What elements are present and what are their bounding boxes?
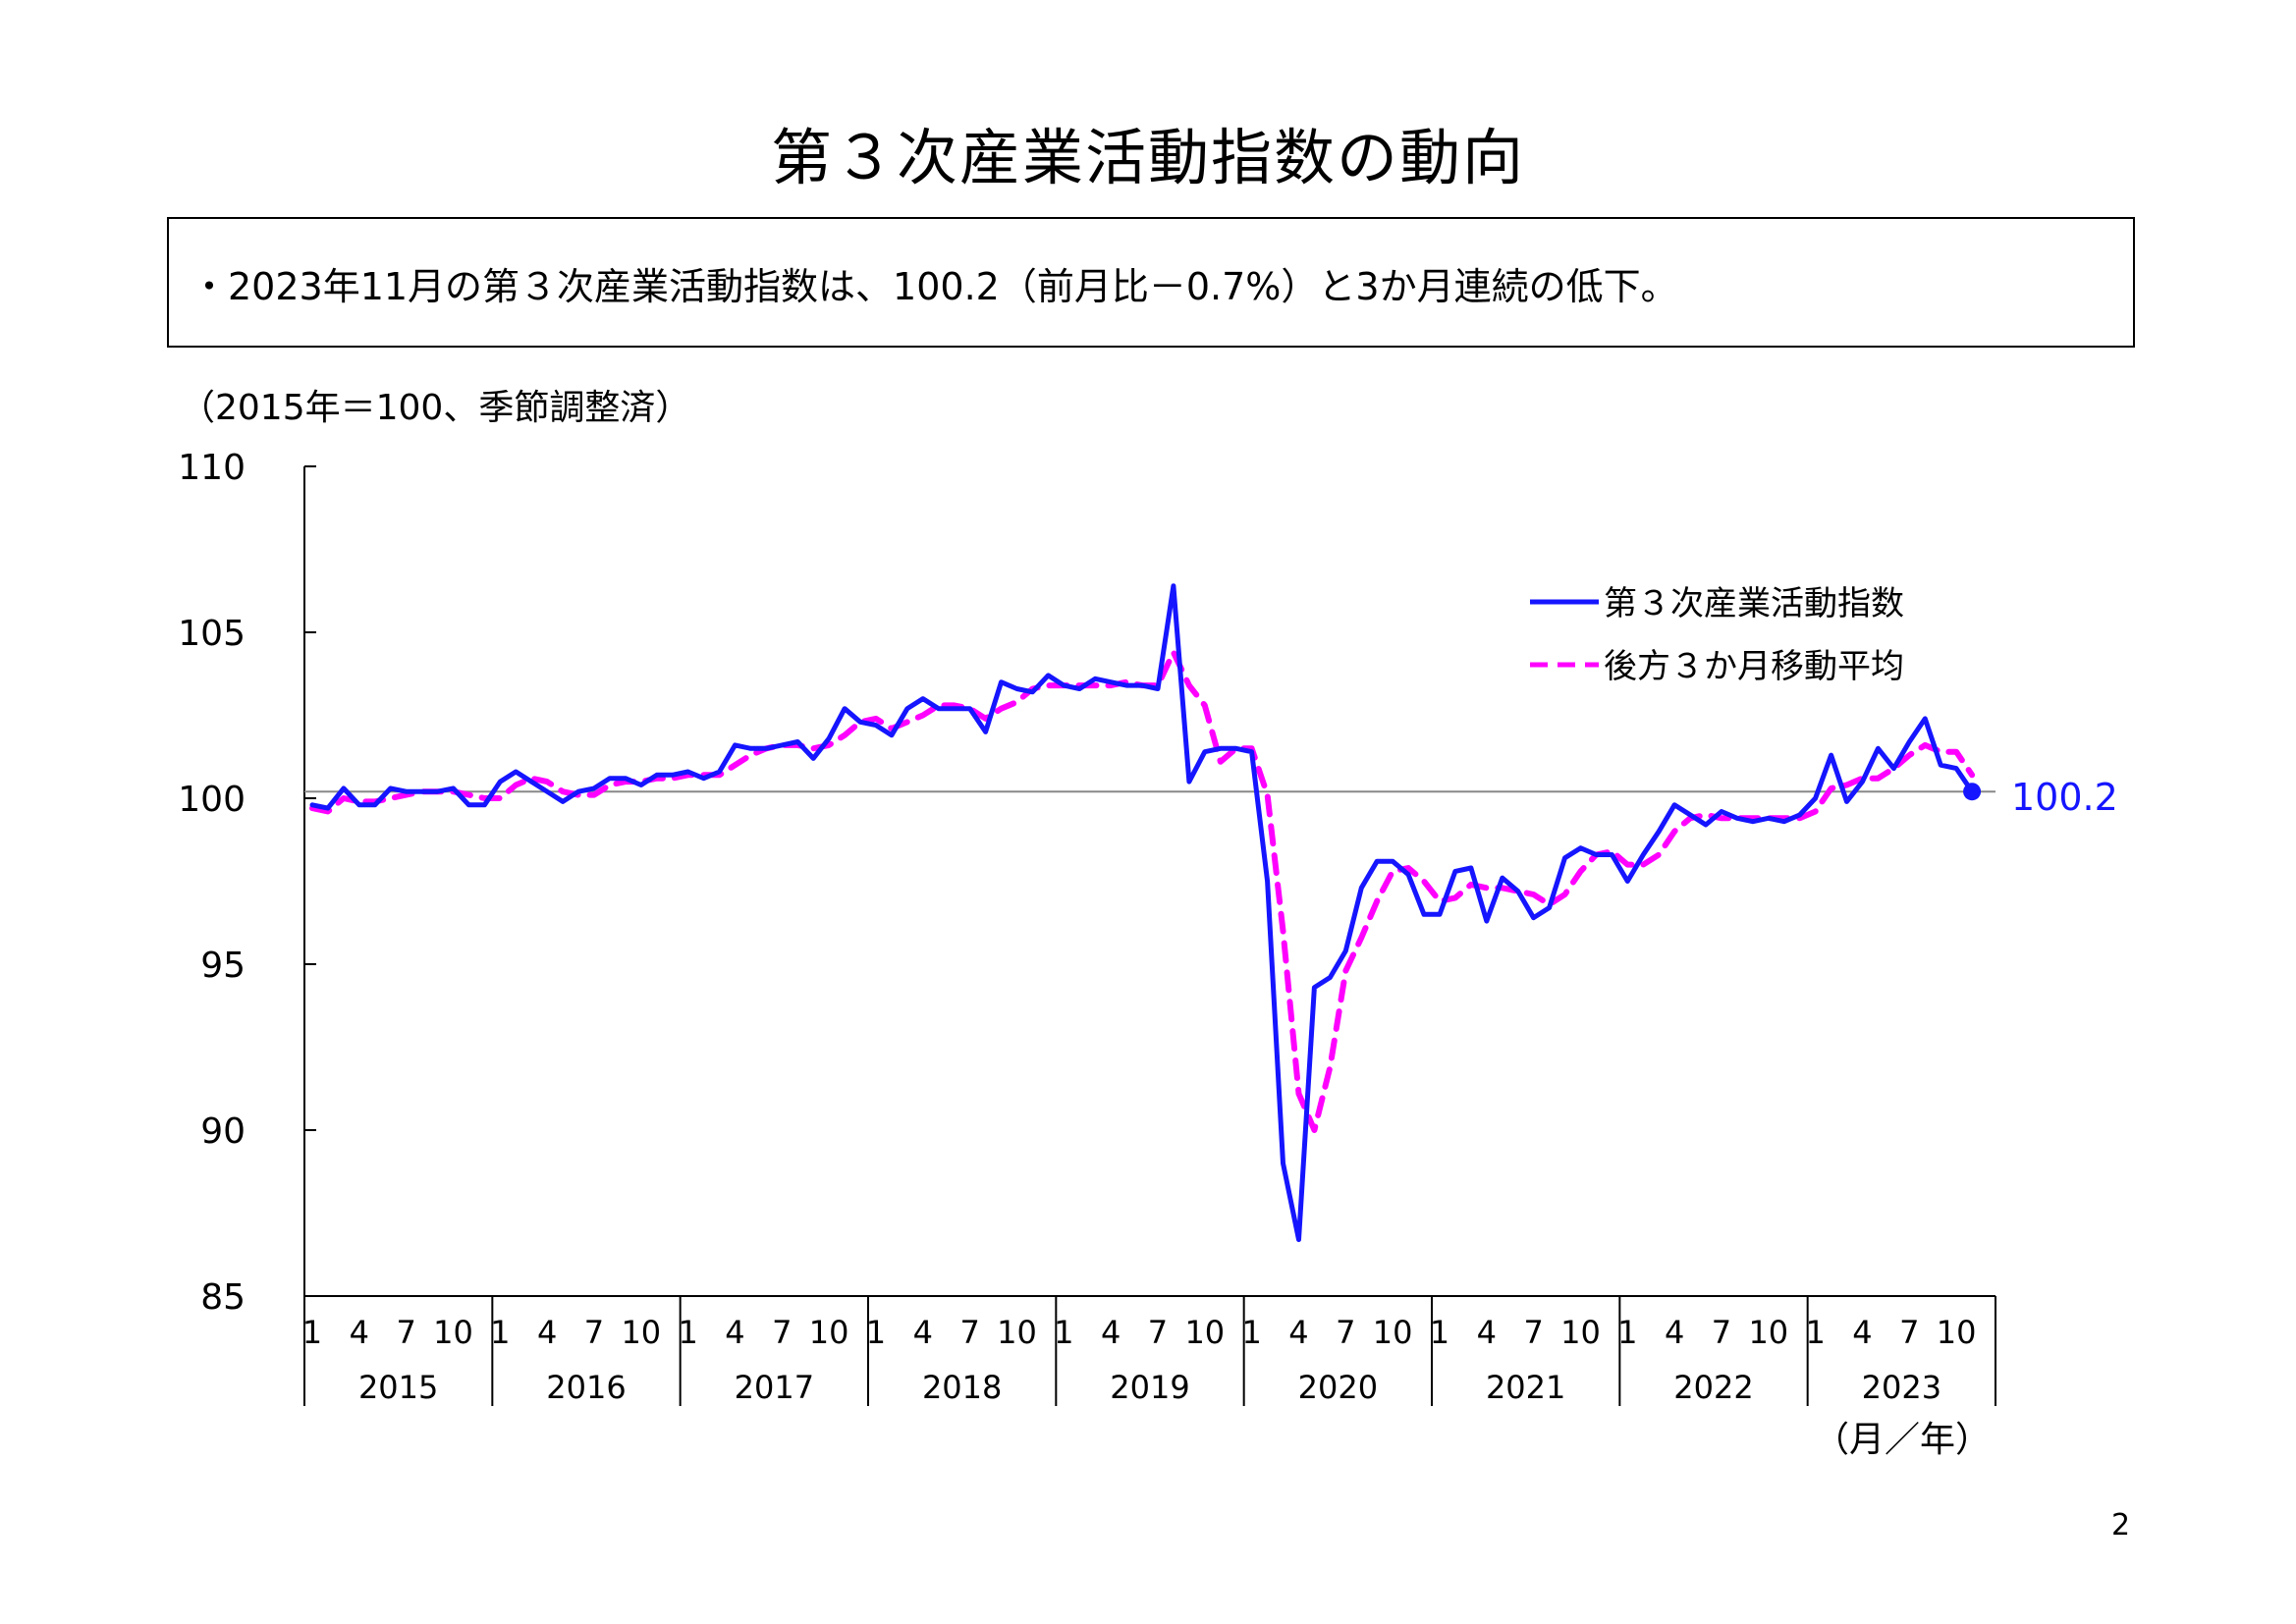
y-axis: 85 90 95 100 105 110 (178, 448, 316, 1318)
month-tick-label: 7 (772, 1314, 792, 1351)
year-label: 2023 (1862, 1369, 1941, 1406)
month-tick-label: 10 (1184, 1314, 1225, 1351)
month-tick-label: 1 (866, 1314, 886, 1351)
month-tick-label: 4 (350, 1314, 369, 1351)
series-layer (309, 583, 1976, 1242)
year-label: 2016 (546, 1369, 626, 1406)
year-label: 2018 (922, 1369, 1002, 1406)
month-tick-label: 10 (809, 1314, 849, 1351)
year-label: 2021 (1486, 1369, 1565, 1406)
month-tick-label: 4 (725, 1314, 744, 1351)
series-line-index (309, 583, 1975, 1242)
page-title: 第３次産業活動指数の動向 (770, 122, 1525, 193)
month-tick-label: 7 (959, 1314, 979, 1351)
last-value-label: 100.2 (2011, 776, 2118, 819)
summary-text: ・2023年11月の第３次産業活動指数は、100.2（前月比－0.7%）と3か月… (191, 265, 1678, 308)
y-tick-label: 90 (200, 1111, 246, 1152)
month-tick-label: 7 (1336, 1314, 1355, 1351)
year-label: 2017 (735, 1369, 814, 1406)
legend: 第３次産業活動指数 後方３か月移動平均 (1530, 584, 1904, 686)
month-tick-label: 7 (1148, 1314, 1168, 1351)
unit-note: （2015年＝100、季節調整済） (180, 388, 690, 428)
month-tick-label: 10 (1937, 1314, 1977, 1351)
y-tick-label: 85 (200, 1277, 246, 1318)
month-tick-label: 1 (1054, 1314, 1073, 1351)
month-tick-label: 1 (1241, 1314, 1261, 1351)
month-tick-label: 10 (433, 1314, 473, 1351)
month-tick-label: 7 (584, 1314, 604, 1351)
year-label: 2020 (1298, 1369, 1378, 1406)
month-tick-label: 10 (1560, 1314, 1601, 1351)
legend-label-index: 第３次産業活動指数 (1604, 584, 1904, 623)
x-axis-unit-note: （月／年） (1814, 1420, 1991, 1460)
y-tick-label: 100 (178, 780, 246, 820)
month-tick-label: 4 (1288, 1314, 1308, 1351)
month-tick-label: 1 (302, 1314, 322, 1351)
y-tick-label: 95 (200, 946, 246, 986)
month-tick-label: 10 (1748, 1314, 1788, 1351)
month-tick-label: 1 (490, 1314, 510, 1351)
month-tick-label: 4 (1852, 1314, 1872, 1351)
last-value-marker (1963, 783, 1982, 801)
month-tick-label: 4 (1101, 1314, 1121, 1351)
month-tick-label: 4 (1477, 1314, 1497, 1351)
month-tick-label: 1 (1430, 1314, 1449, 1351)
month-tick-label: 7 (396, 1314, 415, 1351)
year-label: 2015 (358, 1369, 438, 1406)
month-tick-label: 1 (1805, 1314, 1825, 1351)
month-tick-label: 1 (678, 1314, 697, 1351)
page-number: 2 (2111, 1508, 2131, 1543)
month-tick-label: 10 (1373, 1314, 1413, 1351)
month-tick-label: 10 (621, 1314, 661, 1351)
month-tick-label: 7 (1523, 1314, 1543, 1351)
year-label: 2022 (1673, 1369, 1753, 1406)
y-tick-label: 110 (178, 448, 246, 488)
month-tick-label: 1 (1617, 1314, 1637, 1351)
month-tick-label: 4 (913, 1314, 933, 1351)
month-tick-label: 4 (537, 1314, 557, 1351)
month-tick-label: 7 (1899, 1314, 1919, 1351)
legend-label-moving-average: 後方３か月移動平均 (1604, 647, 1904, 686)
month-tick-label: 10 (997, 1314, 1037, 1351)
month-tick-label: 7 (1712, 1314, 1731, 1351)
month-tick-label: 4 (1665, 1314, 1684, 1351)
year-label: 2019 (1110, 1369, 1189, 1406)
series-line-moving-average (309, 649, 1976, 1133)
y-tick-label: 105 (178, 614, 246, 654)
summary-box: ・2023年11月の第３次産業活動指数は、100.2（前月比－0.7%）と3か月… (167, 217, 2135, 348)
